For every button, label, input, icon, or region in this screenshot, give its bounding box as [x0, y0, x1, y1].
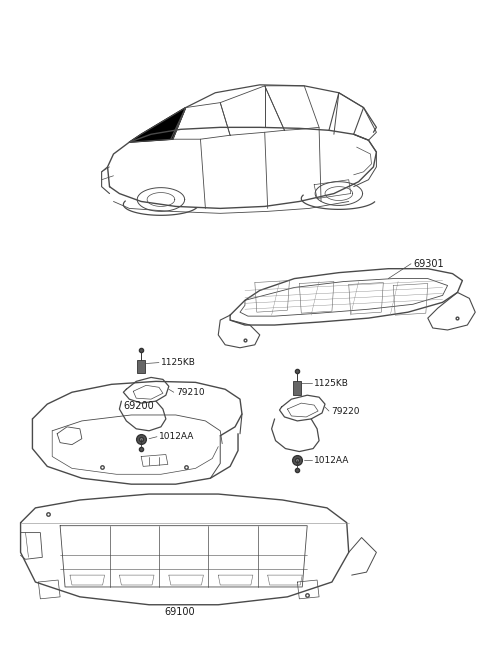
Bar	[293, 381, 301, 395]
Text: 79220: 79220	[331, 407, 360, 415]
Text: 69100: 69100	[164, 607, 194, 616]
Text: 79210: 79210	[176, 388, 204, 397]
Text: 1012AA: 1012AA	[314, 456, 349, 465]
Text: 1125KB: 1125KB	[314, 379, 349, 388]
Text: 69301: 69301	[413, 259, 444, 269]
Text: 69200: 69200	[123, 401, 154, 411]
Polygon shape	[129, 107, 186, 142]
Bar	[137, 360, 145, 373]
Text: 1012AA: 1012AA	[159, 432, 194, 441]
Text: 1125KB: 1125KB	[161, 358, 196, 367]
